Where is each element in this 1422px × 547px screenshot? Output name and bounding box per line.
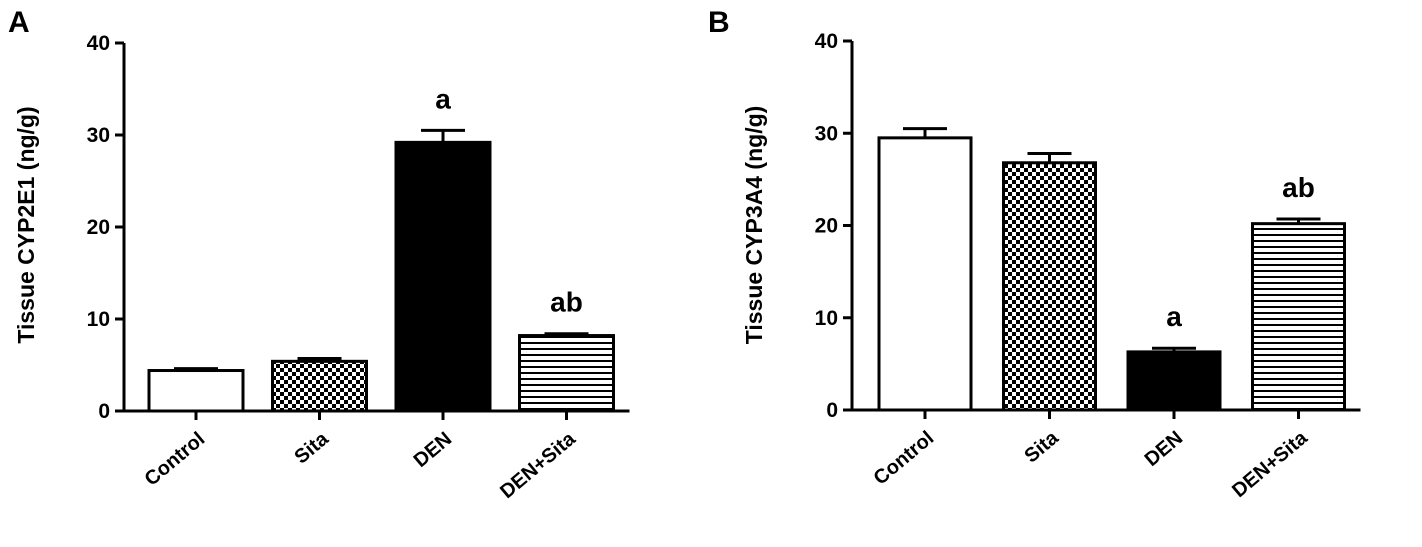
y-tick-label: 30 — [815, 122, 838, 145]
significance-label: ab — [550, 287, 583, 318]
bar-control — [147, 369, 245, 413]
y-tick-label: 20 — [815, 215, 838, 238]
significance-label: ab — [1282, 172, 1315, 203]
x-tick-label: Control — [141, 428, 210, 491]
y-axis-label: Tissue CYP2E1 (ng/g) — [13, 106, 39, 343]
panel-b: B Tissue CYP3A4 (ng/g) 0 10 20 30 40 Control S… — [708, 6, 1361, 502]
panel-label: B — [708, 6, 730, 39]
y-tick-label: 20 — [87, 216, 110, 239]
bar-den — [394, 140, 492, 413]
y-tick-label: 0 — [98, 400, 110, 423]
x-tick-label: DEN+Sita — [496, 427, 580, 503]
y-tick-label: 40 — [87, 32, 110, 55]
significance-label: a — [1166, 301, 1182, 332]
y-tick-label: 10 — [87, 308, 110, 331]
panel-a: A Tissue CYP2E1 (ng/g) 0 10 20 30 40 Control S… — [8, 6, 630, 503]
y-tick-label: 30 — [87, 124, 110, 147]
y-tick-label: 0 — [826, 399, 838, 422]
bar-control — [877, 136, 973, 412]
y-tick-label: 40 — [815, 30, 838, 53]
panel-label: A — [8, 6, 30, 39]
bar-den-sita — [518, 334, 615, 413]
y-tick-label: 10 — [815, 307, 838, 330]
bar-sita — [1002, 161, 1097, 412]
bar-den — [1126, 350, 1222, 412]
bar-den-sita — [1251, 222, 1346, 412]
bar-sita — [271, 359, 368, 413]
significance-label: a — [435, 83, 451, 114]
y-axis-label: Tissue CYP3A4 (ng/g) — [741, 106, 767, 345]
x-tick-label: Sita — [1020, 426, 1063, 467]
x-tick-label: DEN — [410, 428, 456, 472]
x-tick-label: DEN — [1141, 427, 1187, 471]
x-tick-label: DEN+Sita — [1228, 426, 1312, 502]
x-tick-label: Sita — [290, 427, 333, 468]
x-tick-label: Control — [870, 427, 939, 490]
